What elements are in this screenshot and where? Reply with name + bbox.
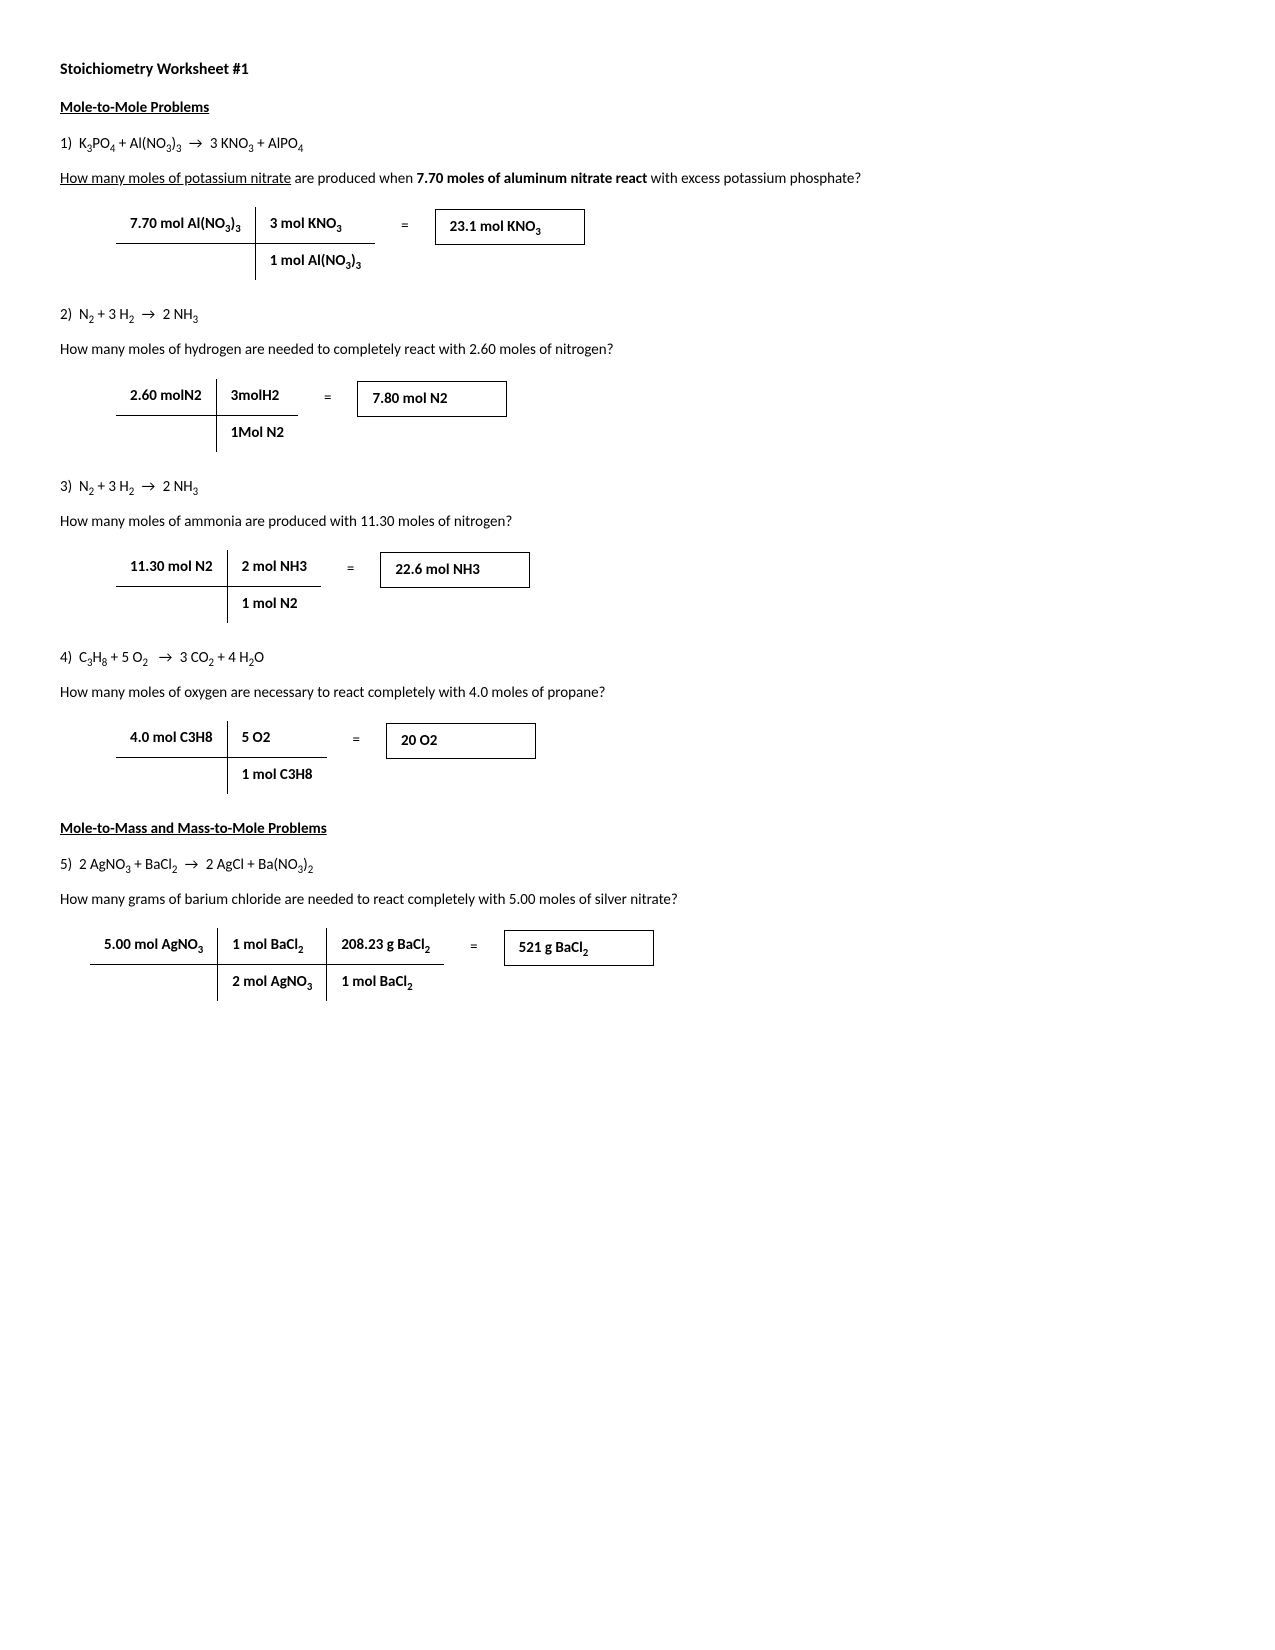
eq-part: 2 NH <box>163 478 193 496</box>
equals-sign: = <box>393 217 416 235</box>
ratio-top-1: 1 mol BaCl2 <box>217 928 326 965</box>
equals-sign: = <box>316 389 339 407</box>
question-text: How many moles of potassium nitrate are … <box>60 169 1215 189</box>
problem-number: 4) <box>60 649 72 667</box>
q-underline: How many moles of potassium nitrate <box>60 170 291 188</box>
arrow-icon: → <box>151 649 176 667</box>
calc-row: 4.0 mol C3H8 5 O2 1 mol C3H8 = 20 O2 <box>116 721 1215 794</box>
arrow-icon: → <box>185 135 207 153</box>
question-text: How many moles of hydrogen are needed to… <box>60 340 1215 360</box>
q-part: with excess potassium phosphate? <box>647 170 861 188</box>
worksheet-title: Stoichiometry Worksheet #1 <box>60 60 1215 79</box>
eq-part: 3 CO <box>180 649 209 667</box>
eq-part: 2 AgCl + Ba(NO <box>206 856 298 874</box>
eq-part: + 3 H <box>94 478 129 496</box>
given-value: 4.0 mol C3H8 <box>116 721 227 758</box>
problem-number: 1) <box>60 135 72 153</box>
ratio-bottom-1: 2 mol AgNO3 <box>217 965 326 1001</box>
dimensional-analysis: 2.60 molN2 3molH2 1Mol N2 <box>116 379 298 452</box>
given-value: 7.70 mol Al(NO3)3 <box>116 207 255 244</box>
problem-5: 5) 2 AgNO3 + BaCl2 → 2 AgCl + Ba(NO3)2 H… <box>60 856 1215 1001</box>
eq-part: PO <box>92 135 110 153</box>
answer-box: 22.6 mol NH3 <box>380 552 530 588</box>
dimensional-analysis: 11.30 mol N2 2 mol NH3 1 mol N2 <box>116 550 321 623</box>
answer-box: 20 O2 <box>386 723 536 759</box>
dimensional-analysis: 7.70 mol Al(NO3)3 3 mol KNO3 1 mol Al(NO… <box>116 207 375 280</box>
ratio-top-2: 208.23 g BaCl2 <box>326 928 444 965</box>
arrow-icon: → <box>138 478 160 496</box>
calc-row: 5.00 mol AgNO3 1 mol BaCl2 208.23 g BaCl… <box>90 928 1215 1001</box>
empty-cell <box>116 244 255 280</box>
calc-row: 2.60 molN2 3molH2 1Mol N2 = 7.80 mol N2 <box>116 379 1215 452</box>
eq-part: + 4 H <box>214 649 249 667</box>
answer-box: 521 g BaCl2 <box>504 930 654 966</box>
ratio-top: 3 mol KNO3 <box>255 207 375 244</box>
equation-2: 2) N2 + 3 H2 → 2 NH3 <box>60 306 1215 324</box>
problem-number: 3) <box>60 478 72 496</box>
question-text: How many moles of ammonia are produced w… <box>60 512 1215 532</box>
ratio-bottom: 1 mol Al(NO3)3 <box>255 244 375 280</box>
equation-1: 1) K3PO4 + Al(NO3)3 → 3 KNO3 + AlPO4 <box>60 135 1215 153</box>
eq-part: C <box>79 649 87 667</box>
eq-part: N <box>79 478 89 496</box>
eq-part: 2 NH <box>163 306 193 324</box>
given-value: 5.00 mol AgNO3 <box>90 928 217 965</box>
q-bold: 7.70 moles of aluminum nitrate react <box>417 170 648 188</box>
equation-3: 3) N2 + 3 H2 → 2 NH3 <box>60 478 1215 496</box>
eq-part: H <box>92 649 101 667</box>
equals-sign: = <box>462 938 485 956</box>
eq-part: O <box>254 649 264 667</box>
eq-part: + AlPO <box>254 135 298 153</box>
section-heading-1: Mole-to-Mole Problems <box>60 99 1215 117</box>
ratio-top: 5 O2 <box>227 721 327 758</box>
equals-sign: = <box>345 731 368 749</box>
dimensional-analysis: 5.00 mol AgNO3 1 mol BaCl2 208.23 g BaCl… <box>90 928 444 1001</box>
question-text: How many moles of oxygen are necessary t… <box>60 683 1215 703</box>
question-text: How many grams of barium chloride are ne… <box>60 890 1215 910</box>
answer-box: 7.80 mol N2 <box>357 381 507 417</box>
empty-cell <box>116 416 216 452</box>
arrow-icon: → <box>138 306 160 324</box>
dimensional-analysis: 4.0 mol C3H8 5 O2 1 mol C3H8 <box>116 721 327 794</box>
equals-sign: = <box>339 560 362 578</box>
problem-1: 1) K3PO4 + Al(NO3)3 → 3 KNO3 + AlPO4 How… <box>60 135 1215 280</box>
eq-part: + 3 H <box>94 306 129 324</box>
problem-3: 3) N2 + 3 H2 → 2 NH3 How many moles of a… <box>60 478 1215 623</box>
arrow-icon: → <box>181 856 203 874</box>
problem-number: 5) <box>60 856 72 874</box>
ratio-top: 2 mol NH3 <box>227 550 321 587</box>
empty-cell <box>116 587 227 623</box>
calc-row: 11.30 mol N2 2 mol NH3 1 mol N2 = 22.6 m… <box>116 550 1215 623</box>
empty-cell <box>116 758 227 794</box>
eq-part: K <box>79 135 87 153</box>
equation-5: 5) 2 AgNO3 + BaCl2 → 2 AgCl + Ba(NO3)2 <box>60 856 1215 874</box>
eq-part: 3 KNO <box>210 135 248 153</box>
problem-4: 4) C3H8 + 5 O2 → 3 CO2 + 4 H2O How many … <box>60 649 1215 794</box>
section-heading-2: Mole-to-Mass and Mass-to-Mole Problems <box>60 820 1215 838</box>
ratio-bottom: 1 mol N2 <box>227 587 321 623</box>
empty-cell <box>90 965 217 1001</box>
problem-number: 2) <box>60 306 72 324</box>
problem-2: 2) N2 + 3 H2 → 2 NH3 How many moles of h… <box>60 306 1215 451</box>
ratio-bottom: 1Mol N2 <box>216 416 298 452</box>
answer-box: 23.1 mol KNO3 <box>435 209 585 245</box>
eq-part: + 5 O <box>107 649 142 667</box>
ratio-bottom-2: 1 mol BaCl2 <box>326 965 444 1001</box>
ratio-top: 3molH2 <box>216 379 298 416</box>
eq-part: N <box>79 306 89 324</box>
eq-part: + BaCl <box>131 856 172 874</box>
equation-4: 4) C3H8 + 5 O2 → 3 CO2 + 4 H2O <box>60 649 1215 667</box>
ratio-bottom: 1 mol C3H8 <box>227 758 327 794</box>
eq-part: + Al(NO <box>115 135 166 153</box>
given-value: 11.30 mol N2 <box>116 550 227 587</box>
q-part: are produced when <box>291 170 416 188</box>
given-value: 2.60 molN2 <box>116 379 216 416</box>
calc-row: 7.70 mol Al(NO3)3 3 mol KNO3 1 mol Al(NO… <box>116 207 1215 280</box>
eq-part: 2 AgNO <box>79 856 125 874</box>
